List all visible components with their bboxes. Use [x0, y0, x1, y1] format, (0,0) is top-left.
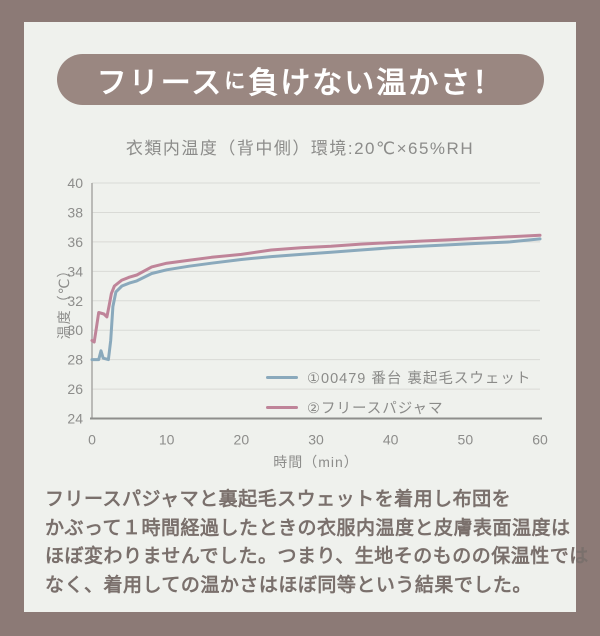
chart-canvas: 24 26 28 30 32 34 36 38 40 0 10 20 30 40 50 60 温度（℃） 時間… — [56, 175, 548, 470]
chart-gridlines — [90, 182, 542, 420]
content-card: フリース に 負けない温かさ！ 衣類内温度（背中側）環境:20℃×65%RH 2… — [24, 22, 589, 612]
description-line: フリースパジャマと裏起毛スウェットを着用し布団を — [45, 489, 512, 510]
headline-text-part2: に — [224, 69, 248, 93]
legend-item: ①00479 番台 裏起毛スウェット — [266, 362, 566, 392]
chart-tick-labels: 24 26 28 30 32 34 36 38 40 0 10 20 30 40 50 60 — [67, 175, 548, 448]
legend-line-swatch — [266, 375, 298, 379]
temperature-chart: 24 26 28 30 32 34 36 38 40 0 10 20 30 40 50 60 温度（℃） 時間… — [30, 170, 570, 480]
description-line: なく、着用しての温かさはほぼ同等という結果でした。 — [45, 574, 532, 596]
svg-text:30: 30 — [308, 432, 324, 448]
svg-text:34: 34 — [67, 263, 83, 279]
svg-text:28: 28 — [67, 352, 83, 368]
legend-label: ②フリースパジャマ — [307, 400, 444, 417]
description-line: かぶって１時間経過したときの衣服内温度と皮膚表面温度は — [45, 517, 571, 539]
svg-text:36: 36 — [67, 234, 83, 250]
svg-text:60: 60 — [532, 432, 548, 448]
svg-text:32: 32 — [67, 293, 83, 309]
svg-text:10: 10 — [159, 432, 175, 448]
svg-text:20: 20 — [234, 432, 250, 448]
svg-text:50: 50 — [458, 432, 474, 448]
svg-text:26: 26 — [67, 381, 83, 397]
description-line: ほぼ変わりませんでした。つまり、生地そのものの保温性では — [45, 546, 589, 567]
description-paragraph: フリースパジャマと裏起毛スウェットを着用し布団を かぶって１時間経過したときの衣… — [45, 486, 589, 600]
legend-label: ①00479 番台 裏起毛スウェット — [307, 370, 532, 387]
headline-text-part1: フリース — [96, 66, 224, 100]
svg-text:24: 24 — [67, 411, 83, 427]
y-axis-title: 温度（℃） — [56, 263, 72, 340]
x-axis-title: 時間（min） — [273, 454, 359, 470]
svg-text:40: 40 — [383, 432, 399, 448]
svg-text:30: 30 — [67, 322, 83, 338]
chart-legend: ①00479 番台 裏起毛スウェット ②フリースパジャマ — [266, 362, 566, 422]
headline-banner: フリース に 負けない温かさ！ — [57, 54, 544, 105]
svg-text:38: 38 — [67, 204, 83, 220]
chart-title: 衣類内温度（背中側）環境:20℃×65%RH — [125, 139, 475, 158]
chart-series-lines — [90, 233, 542, 362]
legend-line-swatch — [266, 405, 298, 409]
headline-text-part3: 負けない温かさ！ — [248, 66, 505, 100]
legend-item: ②フリースパジャマ — [266, 392, 566, 422]
svg-text:0: 0 — [88, 432, 96, 448]
svg-text:40: 40 — [67, 175, 83, 191]
